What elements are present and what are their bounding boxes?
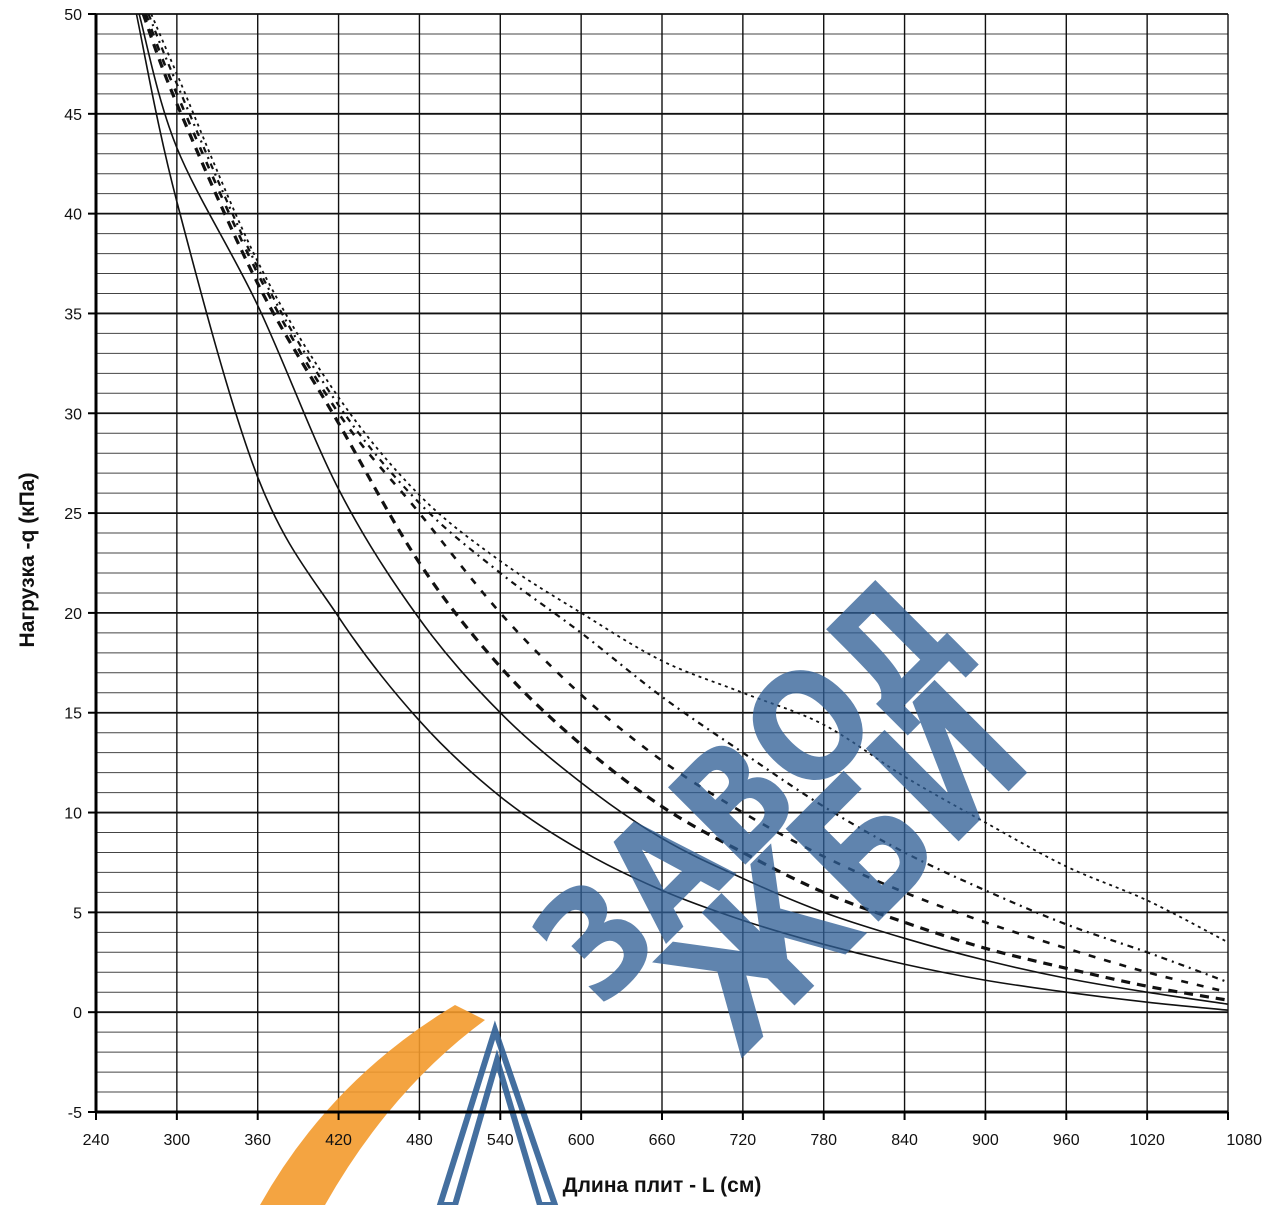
x-tick-label: 660 xyxy=(649,1132,676,1149)
y-tick-label: 25 xyxy=(64,506,82,523)
x-axis-title: Длина плит - L (см) xyxy=(563,1174,762,1197)
x-tick-label: 780 xyxy=(810,1132,837,1149)
x-tick-label: 900 xyxy=(972,1132,999,1149)
axes xyxy=(88,13,1229,1120)
y-tick-label: 20 xyxy=(64,606,82,623)
y-tick-label: -5 xyxy=(68,1105,82,1122)
series-line-2 xyxy=(138,13,1229,1005)
x-tick-label: 600 xyxy=(568,1132,595,1149)
watermark-orange-arc xyxy=(260,1005,485,1205)
y-tick-label: 10 xyxy=(64,806,82,823)
y-tick-label: 15 xyxy=(64,706,82,723)
x-tick-label: 960 xyxy=(1053,1132,1080,1149)
y-tick-label: 0 xyxy=(73,1005,82,1022)
x-tick-label: 240 xyxy=(83,1132,110,1149)
x-tick-label: 360 xyxy=(244,1132,271,1149)
x-tick-labels: 240 300 360 420 480 540 600 660 720 780 840 900 960 1… xyxy=(83,1132,1262,1149)
y-tick-label: 45 xyxy=(64,107,82,124)
y-tick-label: 5 xyxy=(73,905,82,922)
series-line-5 xyxy=(147,13,1229,984)
x-tick-label: 1080 xyxy=(1226,1132,1262,1149)
series-line-3 xyxy=(141,13,1229,1002)
x-tick-label: 840 xyxy=(891,1132,918,1149)
series-layer xyxy=(135,13,1229,1011)
x-tick-label: 1020 xyxy=(1129,1132,1165,1149)
x-tick-label: 420 xyxy=(325,1132,352,1149)
watermark-logo: ЗАВОД ЖБИ xyxy=(260,545,1067,1205)
watermark-tower-icon xyxy=(436,1020,559,1205)
y-tick-label: 40 xyxy=(64,207,82,224)
series-line-6 xyxy=(150,13,1229,944)
x-tick-label: 720 xyxy=(730,1132,757,1149)
y-tick-labels: -5 0 5 10 15 20 25 30 35 40 45 50 xyxy=(64,7,82,1122)
y-axis-title: Нагрузка -q (кПа) xyxy=(16,473,39,648)
series-line-4 xyxy=(144,13,1229,994)
y-tick-label: 35 xyxy=(64,306,82,323)
x-tick-label: 300 xyxy=(164,1132,191,1149)
y-tick-label: 30 xyxy=(64,406,82,423)
y-tick-label: 50 xyxy=(64,7,82,24)
x-tick-label: 540 xyxy=(487,1132,514,1149)
series-line-1 xyxy=(135,13,1229,1011)
x-tick-label: 480 xyxy=(406,1132,433,1149)
